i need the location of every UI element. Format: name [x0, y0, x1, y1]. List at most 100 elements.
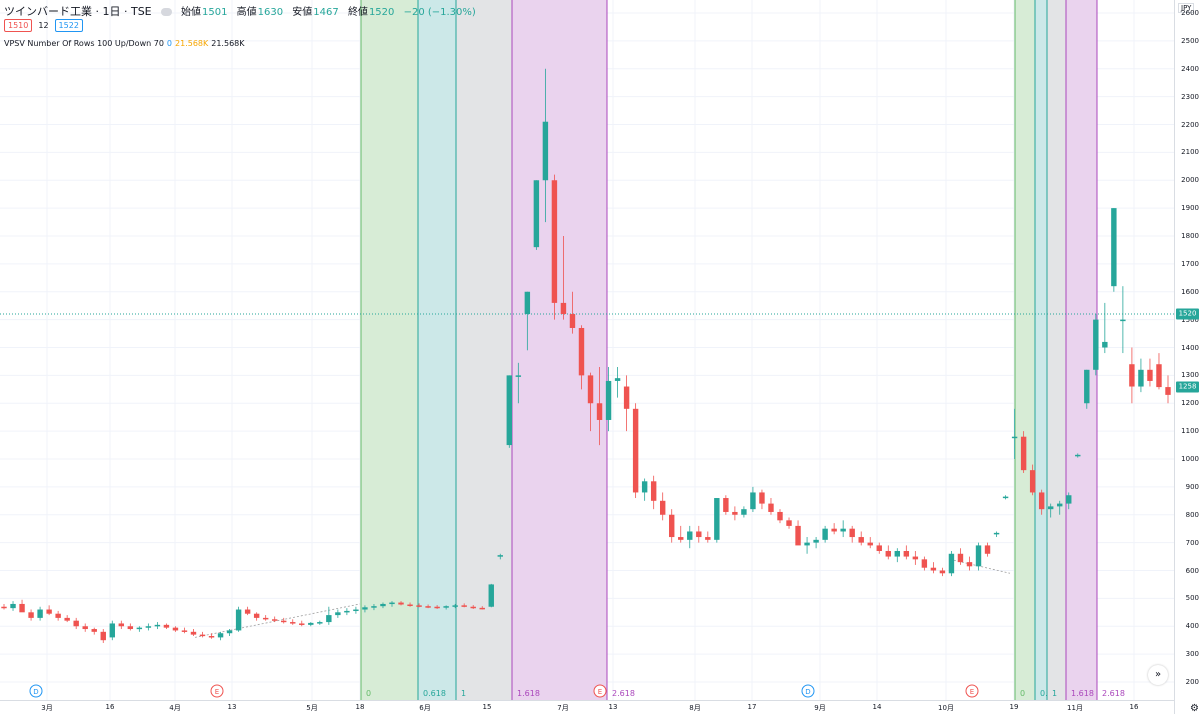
candle-body — [434, 606, 440, 609]
candle-body — [732, 511, 738, 515]
candle-body — [136, 627, 143, 630]
time-tick-label: 15 — [482, 703, 492, 711]
candle-body — [461, 605, 467, 607]
low-value: 1467 — [313, 7, 339, 18]
candle-body — [308, 622, 314, 625]
spread-value: 12 — [38, 21, 49, 30]
candle-body — [1020, 436, 1027, 471]
candle-body — [1156, 364, 1162, 388]
fib-zone-6 — [1035, 0, 1047, 700]
candle-body — [948, 553, 955, 574]
scroll-to-latest-button[interactable]: » — [1148, 665, 1168, 685]
candle-body — [840, 528, 846, 532]
candle-body — [1066, 495, 1072, 504]
price-tick-label: 300 — [1185, 650, 1199, 659]
candle-body — [1120, 319, 1126, 322]
candle-body — [596, 403, 603, 420]
candle-body — [1147, 369, 1153, 381]
candle-body — [380, 603, 386, 607]
candle-body — [1093, 319, 1099, 370]
candle-body — [912, 556, 919, 560]
candle-body — [506, 375, 513, 446]
candle-body — [1047, 506, 1054, 510]
settings-gear-icon[interactable]: ⚙ — [1190, 703, 1199, 714]
candle-body — [425, 606, 431, 608]
candle-body — [975, 545, 982, 567]
price-tick-label: 1300 — [1181, 371, 1199, 380]
last-price-tag: 1520 — [1176, 308, 1199, 320]
candle-body — [957, 553, 964, 563]
candle-body — [678, 537, 684, 540]
high-value: 1630 — [257, 7, 284, 18]
price-tick-label: 2400 — [1181, 64, 1199, 73]
price-tick-label: 700 — [1185, 538, 1199, 547]
currency-label[interactable]: JPY — [1178, 3, 1195, 13]
gap-line-1 — [194, 603, 361, 638]
candle-body — [614, 378, 621, 381]
candle-body — [696, 531, 702, 538]
candle-body — [10, 603, 16, 609]
price-tick-label: 900 — [1185, 482, 1199, 491]
open-value: 1501 — [202, 7, 228, 18]
candle-body — [82, 626, 88, 630]
candle-body — [587, 375, 594, 404]
candle-body — [64, 617, 70, 621]
candle-body — [578, 327, 585, 376]
candle-body — [659, 500, 666, 515]
candle-body — [1057, 503, 1063, 507]
vpsv-indicator-legend[interactable]: VPSV Number Of Rows 100 Up/Down 70 0 21.56… — [4, 39, 245, 48]
change-value: −20 (−1.30%) — [403, 7, 476, 18]
candle-body — [1, 606, 7, 609]
event-marker-label: D — [805, 688, 810, 696]
fib-zone-5 — [1015, 0, 1035, 700]
candle-body — [19, 603, 25, 613]
candle-body — [714, 498, 720, 540]
candle-body — [876, 545, 882, 551]
candle-body — [371, 606, 377, 608]
vpsv-value-2: 21.568K — [211, 39, 245, 48]
time-tick-label: 17 — [747, 703, 757, 711]
buy-price-box[interactable]: 1522 — [54, 19, 83, 32]
event-marker-label: E — [970, 688, 974, 696]
event-marker-e-icon — [965, 684, 979, 698]
chart-plot-area[interactable]: 00.61811.6182.61800.61811.6182.618DEEDE … — [0, 0, 1174, 700]
candle-body — [759, 492, 765, 504]
visibility-toggle-icon[interactable] — [160, 8, 172, 16]
candle-body — [416, 605, 422, 607]
candle-body — [100, 631, 106, 641]
candle-body — [281, 620, 287, 623]
fib-label-5: 0 — [1020, 689, 1025, 698]
price-tick-label: 2100 — [1181, 148, 1199, 157]
sell-price-box[interactable]: 1510 — [4, 19, 33, 32]
price-tick-label: 2500 — [1181, 36, 1199, 45]
candle-body — [317, 622, 323, 624]
price-tick-label: 800 — [1185, 510, 1199, 519]
high-label: 高値 — [236, 7, 257, 18]
time-tick-label: 13 — [608, 703, 618, 711]
candle-body — [650, 481, 657, 501]
fib-label-4: 2.618 — [612, 689, 635, 698]
open-label: 始値 — [181, 7, 202, 18]
candle-body — [1084, 369, 1090, 404]
symbol-title[interactable]: ツインバード工業 · 1日 · TSE — [4, 5, 152, 18]
time-axis[interactable]: 3月 16 4月 13 5月 18 6月 15 7月 13 8月 17 9月 14 10月 19 11月 16 — [0, 700, 1174, 715]
time-tick-label: 5月 — [306, 704, 318, 712]
event-marker-d-icon — [29, 684, 43, 698]
candle-body — [226, 630, 233, 634]
candle-body — [262, 617, 269, 620]
candle-body — [326, 615, 332, 623]
candle-body — [271, 619, 278, 621]
price-tick-label: 1700 — [1181, 259, 1199, 268]
candle-body — [127, 626, 134, 630]
candle-body — [1075, 454, 1081, 457]
price-axis[interactable]: JPY 2600 2500 2400 2300 2200 2100 2000 1900 1800… — [1174, 0, 1200, 714]
candle-body — [335, 612, 341, 616]
candle-body — [118, 623, 125, 627]
time-tick-label: 8月 — [689, 704, 701, 712]
candle-body — [831, 528, 837, 532]
candle-body — [1011, 436, 1018, 439]
candle-body — [894, 550, 901, 557]
fib-zone-1 — [418, 0, 456, 700]
candle-body — [1038, 492, 1045, 510]
